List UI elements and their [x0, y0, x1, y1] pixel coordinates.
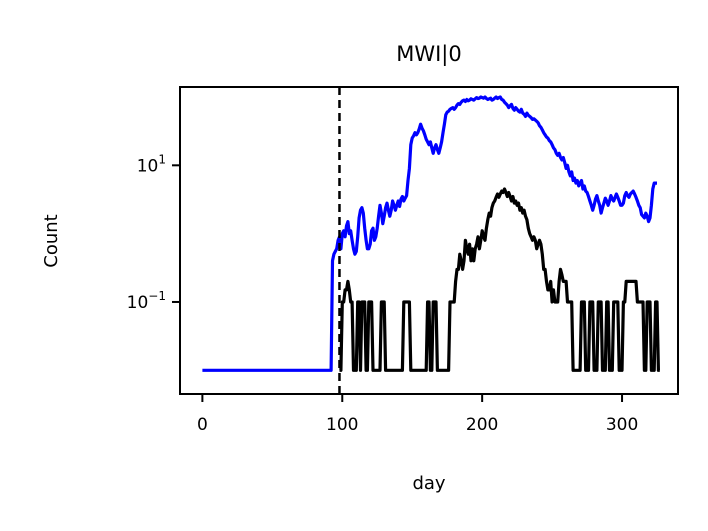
- x-tick-label: 100: [326, 415, 358, 435]
- x-axis-label: day: [412, 473, 445, 494]
- chart-title: MWI|0: [396, 42, 462, 67]
- series-layer: [202, 95, 660, 372]
- x-axis: 0 100 200 300: [197, 394, 638, 435]
- y-axis-label: Count: [41, 214, 62, 267]
- plot-frame: [179, 86, 679, 395]
- y-tick-label: 101: [137, 152, 166, 176]
- y-axis: 101 10−1: [127, 152, 180, 313]
- x-tick-label: 0: [197, 415, 208, 435]
- x-tick-label: 200: [466, 415, 498, 435]
- y-tick-label: 10−1: [127, 289, 166, 313]
- series-line-2: [339, 187, 660, 372]
- x-tick-label: 300: [606, 415, 638, 435]
- series-line-1: [202, 95, 657, 372]
